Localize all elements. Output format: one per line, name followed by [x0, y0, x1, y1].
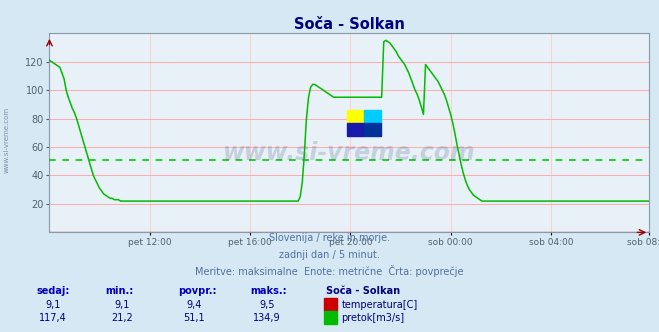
Bar: [347, 110, 364, 123]
Bar: [347, 123, 364, 136]
Text: Soča - Solkan: Soča - Solkan: [326, 286, 400, 296]
Text: maks.:: maks.:: [250, 286, 287, 296]
Text: 51,1: 51,1: [184, 313, 205, 323]
Text: temperatura[C]: temperatura[C]: [341, 300, 418, 310]
Text: www.si-vreme.com: www.si-vreme.com: [223, 141, 476, 165]
Text: zadnji dan / 5 minut.: zadnji dan / 5 minut.: [279, 250, 380, 260]
Text: 117,4: 117,4: [39, 313, 67, 323]
Bar: [364, 123, 381, 136]
Text: povpr.:: povpr.:: [178, 286, 216, 296]
Text: sedaj:: sedaj:: [36, 286, 70, 296]
Bar: [364, 110, 381, 123]
Text: 9,4: 9,4: [186, 300, 202, 310]
Text: min.:: min.:: [105, 286, 134, 296]
Text: Slovenija / reke in morje.: Slovenija / reke in morje.: [269, 233, 390, 243]
Text: 134,9: 134,9: [253, 313, 281, 323]
Text: pretok[m3/s]: pretok[m3/s]: [341, 313, 405, 323]
Text: Meritve: maksimalne  Enote: metrične  Črta: povprečje: Meritve: maksimalne Enote: metrične Črta…: [195, 265, 464, 277]
Text: 21,2: 21,2: [111, 313, 133, 323]
Title: Soča - Solkan: Soča - Solkan: [294, 17, 405, 32]
Text: 9,1: 9,1: [114, 300, 130, 310]
Text: 9,1: 9,1: [45, 300, 61, 310]
Text: www.si-vreme.com: www.si-vreme.com: [3, 106, 10, 173]
Text: 9,5: 9,5: [259, 300, 275, 310]
